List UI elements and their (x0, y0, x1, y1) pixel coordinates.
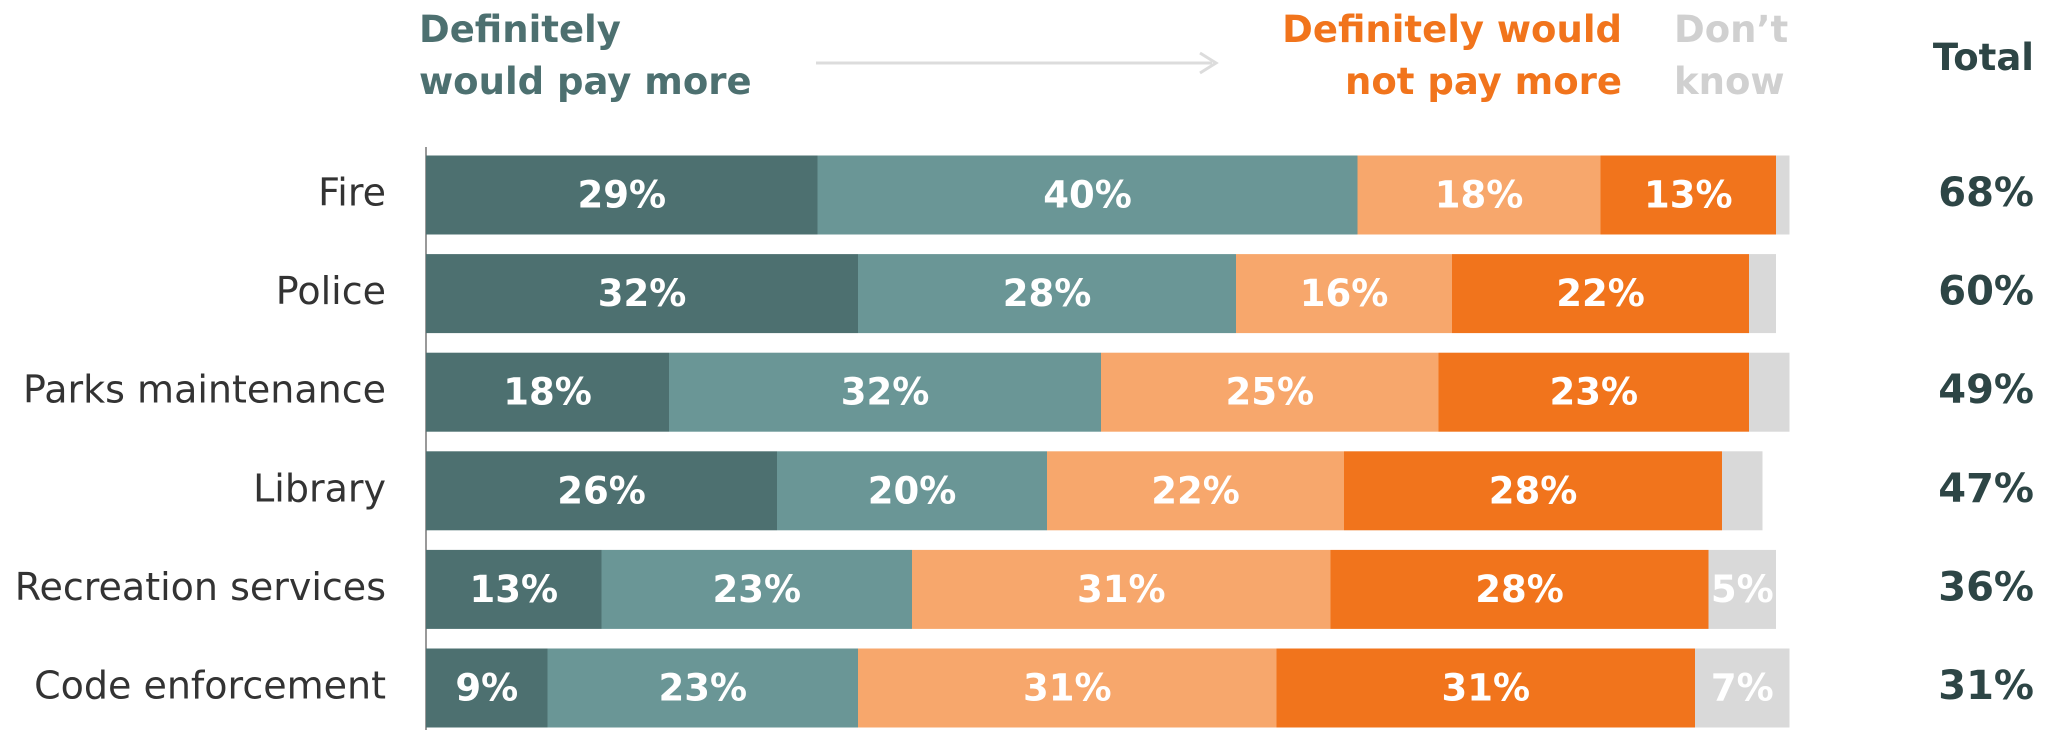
data-label: 13% (1644, 174, 1733, 217)
data-label: 29% (577, 174, 666, 217)
bar-segment (1357, 155, 1601, 235)
data-label: 32% (841, 371, 930, 414)
legend-header: Definitely would not pay more (1282, 8, 1622, 103)
arrow-head (1199, 51, 1219, 75)
bar-segment (426, 648, 548, 728)
data-label: 23% (1549, 371, 1638, 414)
data-label: 16% (1300, 272, 1389, 315)
category-label: Police (276, 269, 386, 313)
category-label: Code enforcement (34, 664, 386, 708)
total-label: 60% (1938, 269, 2034, 315)
bar-segment (547, 648, 858, 728)
data-label: 23% (712, 568, 801, 611)
bar-segment (1722, 451, 1763, 531)
bar-segment (1695, 648, 1790, 728)
bar-segment (426, 451, 777, 531)
bar-segment (1276, 648, 1695, 728)
bar-segment (1749, 352, 1790, 432)
data-label: 13% (469, 568, 558, 611)
data-label: 28% (1475, 568, 1564, 611)
bar-segment (777, 451, 1047, 531)
bar-segment (912, 549, 1331, 629)
totals-header: Total (1932, 36, 2034, 79)
data-label: 26% (557, 469, 646, 512)
data-label: 25% (1225, 371, 1314, 414)
total-label: 36% (1938, 564, 2034, 610)
total-label: 47% (1938, 466, 2034, 512)
bar-segment (1600, 155, 1776, 235)
bar-segment (1330, 549, 1709, 629)
legend-header: Don’t know (1674, 8, 1789, 103)
bar-segment (1101, 352, 1439, 432)
bar-segment (1749, 254, 1776, 334)
bar-segment (601, 549, 912, 629)
bar-segment (1047, 451, 1344, 531)
bar-segment (426, 254, 858, 334)
data-label: 31% (1023, 667, 1112, 710)
data-label: 32% (598, 272, 687, 315)
data-label: 7% (1711, 667, 1774, 710)
data-label: 5% (1711, 568, 1774, 611)
data-label: 31% (1441, 667, 1530, 710)
total-label: 31% (1938, 663, 2034, 709)
bar-segment (426, 155, 818, 235)
data-label: 28% (1489, 469, 1578, 512)
category-label: Recreation services (15, 565, 386, 609)
total-label: 68% (1938, 170, 2034, 216)
data-label: 20% (868, 469, 957, 512)
data-label: 31% (1077, 568, 1166, 611)
data-label: 23% (658, 667, 747, 710)
bar-segment (669, 352, 1101, 432)
bar-segment (1438, 352, 1749, 432)
data-label: 18% (503, 371, 592, 414)
data-label: 9% (455, 667, 518, 710)
bar-segment (1236, 254, 1452, 334)
data-label: 22% (1556, 272, 1645, 315)
bar-segment (426, 549, 602, 629)
total-label: 49% (1938, 367, 2034, 413)
bar-segment (1344, 451, 1722, 531)
data-label: 18% (1435, 174, 1524, 217)
bar-segment (1708, 549, 1776, 629)
category-label: Parks maintenance (23, 368, 386, 412)
bar-segment (817, 155, 1358, 235)
bar-segment (1452, 254, 1749, 334)
category-label: Library (253, 466, 386, 510)
data-label: 28% (1003, 272, 1092, 315)
bar-segment (1776, 155, 1790, 235)
category-label: Fire (318, 171, 386, 215)
bar-segment (858, 254, 1236, 334)
bar-segment (858, 648, 1277, 728)
data-label: 40% (1043, 174, 1132, 217)
legend-header: Definitely would pay more (419, 8, 752, 103)
bar-segment (426, 352, 669, 432)
data-label: 22% (1151, 469, 1240, 512)
